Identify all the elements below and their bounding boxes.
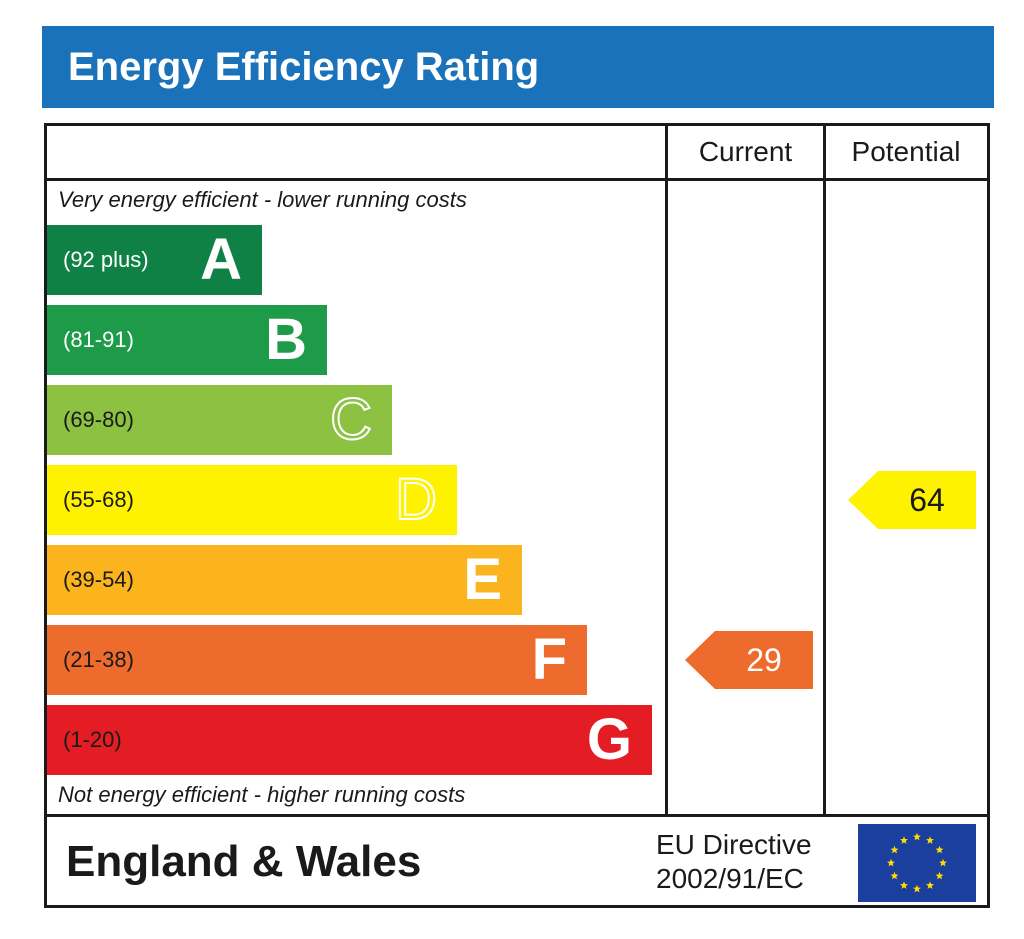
band-a: (92 plus) A — [47, 225, 262, 295]
rating-value-potential: 64 — [909, 482, 945, 518]
band-range-label: (1-20) — [63, 727, 122, 752]
column-header-potential: Potential — [851, 136, 961, 167]
column-divider-potential — [823, 123, 826, 817]
eu-star-icon — [890, 871, 899, 880]
eu-star-icon — [913, 884, 921, 893]
top-caption: Very energy efficient - lower running co… — [58, 187, 467, 212]
directive-line-2: 2002/91/EC — [656, 863, 804, 894]
rating-table-frame — [44, 123, 990, 908]
band-range-label: (81-91) — [63, 327, 134, 352]
rating-arrow-shape — [685, 631, 813, 689]
band-letter: D — [394, 466, 438, 533]
band-f: (21-38) F — [47, 625, 587, 695]
rating-marker-potential: 64 — [848, 471, 976, 529]
band-letter: F — [531, 627, 567, 692]
rating-arrow-current — [685, 631, 813, 689]
eu-star-icon — [935, 845, 944, 854]
header-divider — [44, 178, 990, 181]
band-g: (1-20) G — [47, 705, 652, 775]
eu-star-icon — [900, 881, 908, 889]
band-range-label: (55-68) — [63, 487, 134, 512]
eu-star-icon — [926, 881, 934, 889]
eu-flag-icon — [858, 824, 976, 902]
band-letter: G — [586, 707, 632, 772]
eu-star-icon — [890, 845, 899, 854]
band-range-label: (92 plus) — [63, 247, 149, 272]
chart-title: Energy Efficiency Rating — [68, 45, 540, 89]
bottom-caption: Not energy efficient - higher running co… — [58, 782, 466, 807]
eu-star-icon — [926, 836, 934, 844]
band-letter: B — [265, 307, 307, 372]
eu-star-icon — [900, 836, 908, 844]
eu-star-icon — [939, 858, 947, 867]
rating-marker-current: 29 — [685, 631, 813, 689]
eu-flag-stars — [887, 832, 947, 893]
band-letter: A — [200, 227, 242, 292]
rating-arrow-shape — [848, 471, 976, 529]
band-e: (39-54) E — [47, 545, 522, 615]
column-divider-current — [665, 123, 668, 817]
band-c: (69-80) C — [47, 385, 392, 455]
band-d: (55-68) D — [47, 465, 457, 535]
column-header-current: Current — [698, 136, 793, 167]
rating-arrow-potential — [848, 471, 976, 529]
band-range-label: (69-80) — [63, 407, 134, 432]
eu-star-icon — [913, 832, 921, 841]
rating-value-current: 29 — [746, 642, 782, 678]
band-range-label: (21-38) — [63, 647, 134, 672]
footer-country: England & Wales — [66, 837, 422, 886]
eu-directive: EU Directive 2002/91/EC — [656, 828, 812, 896]
directive-line-1: EU Directive — [656, 829, 812, 860]
band-letter: C — [329, 386, 373, 453]
title-bar: Energy Efficiency Rating — [42, 26, 994, 108]
eu-star-icon — [887, 858, 895, 867]
band-range-label: (39-54) — [63, 567, 134, 592]
band-letter: E — [463, 547, 502, 612]
band-b: (81-91) B — [47, 305, 327, 375]
eu-star-icon — [935, 871, 944, 880]
footer-divider — [44, 814, 990, 817]
